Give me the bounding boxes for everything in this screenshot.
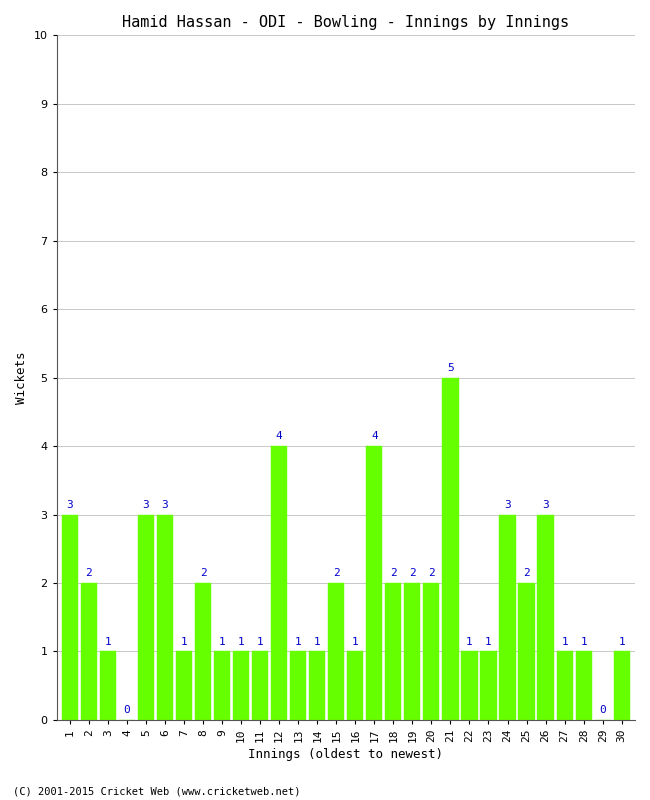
Text: 2: 2 [428,568,435,578]
Text: 2: 2 [86,568,92,578]
Text: 3: 3 [542,500,549,510]
Bar [556,651,573,720]
Text: 2: 2 [523,568,530,578]
Bar [385,583,402,720]
Text: 1: 1 [295,637,302,646]
Text: 1: 1 [314,637,320,646]
Bar [480,651,497,720]
Bar [366,446,382,720]
Text: 1: 1 [181,637,187,646]
Bar [214,651,230,720]
Text: 1: 1 [352,637,359,646]
Text: 4: 4 [371,431,378,442]
Text: 4: 4 [276,431,283,442]
Bar [404,583,421,720]
Bar [519,583,535,720]
Text: 3: 3 [504,500,511,510]
Text: 1: 1 [238,637,244,646]
Text: 3: 3 [142,500,150,510]
Text: 2: 2 [333,568,340,578]
Bar [499,514,515,720]
Text: 2: 2 [200,568,207,578]
Text: 5: 5 [447,363,454,373]
Text: 0: 0 [599,705,606,715]
Title: Hamid Hassan - ODI - Bowling - Innings by Innings: Hamid Hassan - ODI - Bowling - Innings b… [122,15,569,30]
Bar [614,651,630,720]
Bar [443,378,458,720]
Text: 1: 1 [580,637,587,646]
Bar [233,651,249,720]
Bar [62,514,78,720]
Text: 1: 1 [618,637,625,646]
Text: 3: 3 [162,500,168,510]
Text: 1: 1 [257,637,263,646]
Text: 1: 1 [485,637,492,646]
Bar [347,651,363,720]
Text: 3: 3 [66,500,73,510]
Bar [575,651,592,720]
X-axis label: Innings (oldest to newest): Innings (oldest to newest) [248,748,443,761]
Bar [81,583,97,720]
Bar [252,651,268,720]
Text: 0: 0 [124,705,131,715]
Bar [195,583,211,720]
Text: (C) 2001-2015 Cricket Web (www.cricketweb.net): (C) 2001-2015 Cricket Web (www.cricketwe… [13,786,300,796]
Bar [538,514,554,720]
Bar [462,651,478,720]
Bar [328,583,344,720]
Text: 1: 1 [561,637,568,646]
Bar [271,446,287,720]
Text: 1: 1 [466,637,473,646]
Bar [309,651,326,720]
Text: 2: 2 [409,568,416,578]
Text: 1: 1 [219,637,226,646]
Text: 1: 1 [105,637,111,646]
Bar [138,514,154,720]
Bar [423,583,439,720]
Bar [176,651,192,720]
Y-axis label: Wickets: Wickets [15,351,28,404]
Bar [157,514,173,720]
Text: 2: 2 [390,568,396,578]
Bar [100,651,116,720]
Bar [290,651,306,720]
